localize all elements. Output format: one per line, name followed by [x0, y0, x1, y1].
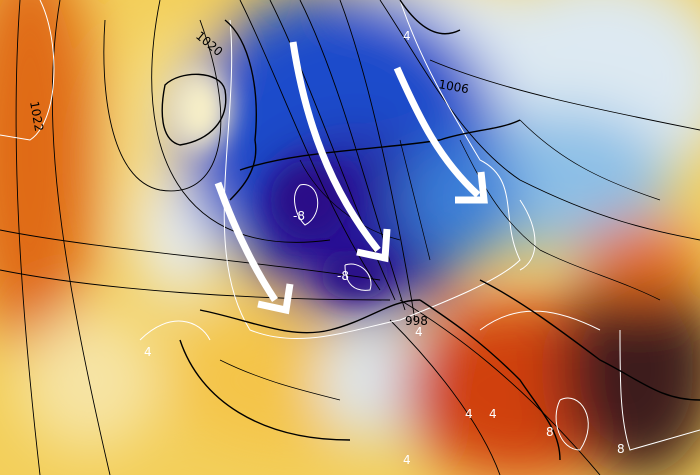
isotherm-label: 4 [489, 407, 497, 421]
isobar-label: 1022 [27, 100, 46, 133]
isotherm-label: 8 [546, 425, 554, 439]
arrow-east [393, 66, 481, 198]
isotherm-label: 4 [403, 453, 411, 467]
isotherm-label: 4 [144, 345, 152, 359]
arrow-central [289, 41, 381, 253]
isotherm-label: -8 [293, 209, 305, 223]
flow-arrows [214, 41, 488, 315]
isotherm-label: 4 [403, 29, 411, 43]
isotherm-label: 4 [465, 407, 473, 421]
isobar-label: 998 [405, 314, 428, 328]
arrow-west [214, 181, 278, 302]
isotherm-labels: -8 -8 4 4 4 4 4 8 8 4 [144, 29, 625, 467]
arrow-central-head [356, 228, 391, 263]
arrow-west-head [257, 283, 294, 315]
coastlines [161, 0, 700, 461]
isotherm-label: 4 [415, 325, 423, 339]
isotherm-label: -8 [337, 269, 349, 283]
isobar-label: 1006 [437, 77, 470, 96]
arrow-east-head [455, 171, 488, 204]
isotherm-label: 8 [617, 442, 625, 456]
isotherms [0, 0, 700, 451]
